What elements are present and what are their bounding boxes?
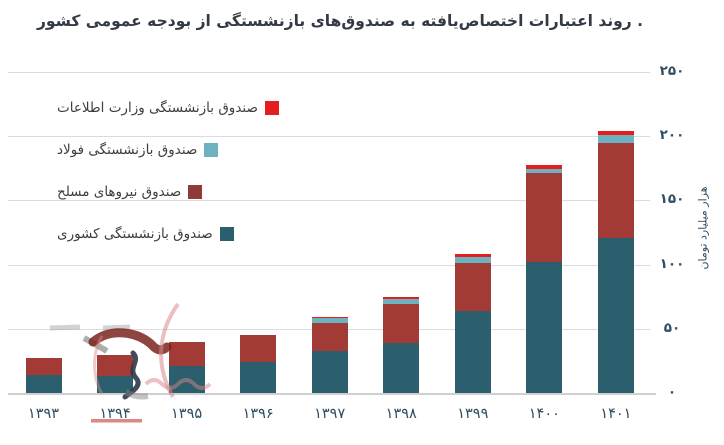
gridline-200 xyxy=(8,136,650,138)
bar-segment-1399-s3 xyxy=(454,253,491,257)
legend-swatch-icon xyxy=(264,101,279,115)
bar-segment-1395-s0 xyxy=(168,366,205,393)
gridline-150 xyxy=(8,200,650,202)
x-tick-label-1396: ۱۳۹۶ xyxy=(242,406,274,422)
legend-label: صندوق بازنشستگی وزارت اطلاعات xyxy=(57,100,258,116)
y-tick-label-0: ۰ xyxy=(667,384,677,400)
legend-item-3: صندوق بازنشستگی کشوری xyxy=(57,226,234,242)
bar-segment-1397-s2 xyxy=(311,318,348,323)
bar-segment-1398-s3 xyxy=(383,297,420,300)
bar-segment-1397-s1 xyxy=(311,322,348,352)
bar-segment-1400-s3 xyxy=(526,165,563,169)
bar-segment-1400-s1 xyxy=(526,173,563,262)
bar-segment-1396-s1 xyxy=(240,335,277,363)
x-tick-label-1398: ۱۳۹۸ xyxy=(385,406,417,422)
bar-segment-1398-s2 xyxy=(383,299,420,305)
legend: صندوق بازنشستگی وزارت اطلاعات صندوق بازنش… xyxy=(57,100,279,242)
x-tick-label-1393: ۱۳۹۳ xyxy=(27,406,60,422)
gridline-250 xyxy=(8,71,650,73)
bar-segment-1401-s2 xyxy=(597,135,634,143)
legend-item-2: صندوق نیروهای مسلح xyxy=(57,184,203,200)
legend-item-1: صندوق بازنشستگی فولاد xyxy=(57,142,219,158)
bar-segment-1401-s3 xyxy=(597,130,634,136)
bar-segment-1397-s0 xyxy=(311,351,348,393)
gridline-100 xyxy=(8,264,650,266)
x-tick-label-1397: ۱۳۹۷ xyxy=(314,406,346,422)
bar-segment-1400-s0 xyxy=(526,261,563,393)
x-axis-line xyxy=(8,393,656,395)
bar-segment-1399-s2 xyxy=(454,256,491,264)
bar-segment-1395-s1 xyxy=(168,341,205,366)
bar-segment-1401-s1 xyxy=(597,142,634,238)
x-tick-label-1400: ۱۴۰۰ xyxy=(528,406,560,422)
x-tick-label-1401: ۱۴۰۱ xyxy=(600,406,632,422)
bar-segment-1398-s1 xyxy=(383,304,420,343)
bar-segment-1399-s1 xyxy=(454,263,491,311)
x-tick-label-1399: ۱۳۹۹ xyxy=(457,406,489,422)
y-tick-label-50: ۵۰ xyxy=(663,319,681,336)
legend-label: صندوق بازنشستگی فولاد xyxy=(57,142,198,158)
bar-segment-1397-s3 xyxy=(311,316,348,319)
x-tick-label-1395: ۱۳۹۵ xyxy=(171,406,203,422)
bar-segment-1401-s0 xyxy=(597,237,634,393)
legend-swatch-icon xyxy=(188,185,203,199)
y-axis-unit-label: هزار میلیارد تومان xyxy=(696,186,710,270)
bar-segment-1393-s0 xyxy=(25,375,62,393)
y-tick-label-150: ۱۵۰ xyxy=(659,191,685,208)
legend-swatch-icon xyxy=(204,143,219,157)
legend-item-0: صندوق بازنشستگی وزارت اطلاعات xyxy=(57,100,279,116)
chart-title: . روند اعتبارات اختصاص‌یافته به صندوق‌ها… xyxy=(36,12,644,30)
bar-segment-1394-s1 xyxy=(97,355,134,376)
y-tick-label-100: ۱۰۰ xyxy=(659,255,685,272)
bar-segment-1399-s0 xyxy=(454,310,491,393)
bar-segment-1396-s0 xyxy=(240,362,277,393)
bar-segment-1400-s2 xyxy=(526,168,563,174)
bar-segment-1393-s1 xyxy=(25,358,62,375)
y-tick-label-250: ۲۵۰ xyxy=(659,62,685,79)
legend-label: صندوق نیروهای مسلح xyxy=(57,184,182,200)
y-tick-label-200: ۲۰۰ xyxy=(659,127,685,144)
bar-segment-1394-s0 xyxy=(97,375,134,393)
x-tick-label-1394: ۱۳۹۴ xyxy=(99,406,131,422)
legend-label: صندوق بازنشستگی کشوری xyxy=(57,226,213,242)
bar-segment-1398-s0 xyxy=(383,342,420,393)
legend-swatch-icon xyxy=(219,227,234,241)
